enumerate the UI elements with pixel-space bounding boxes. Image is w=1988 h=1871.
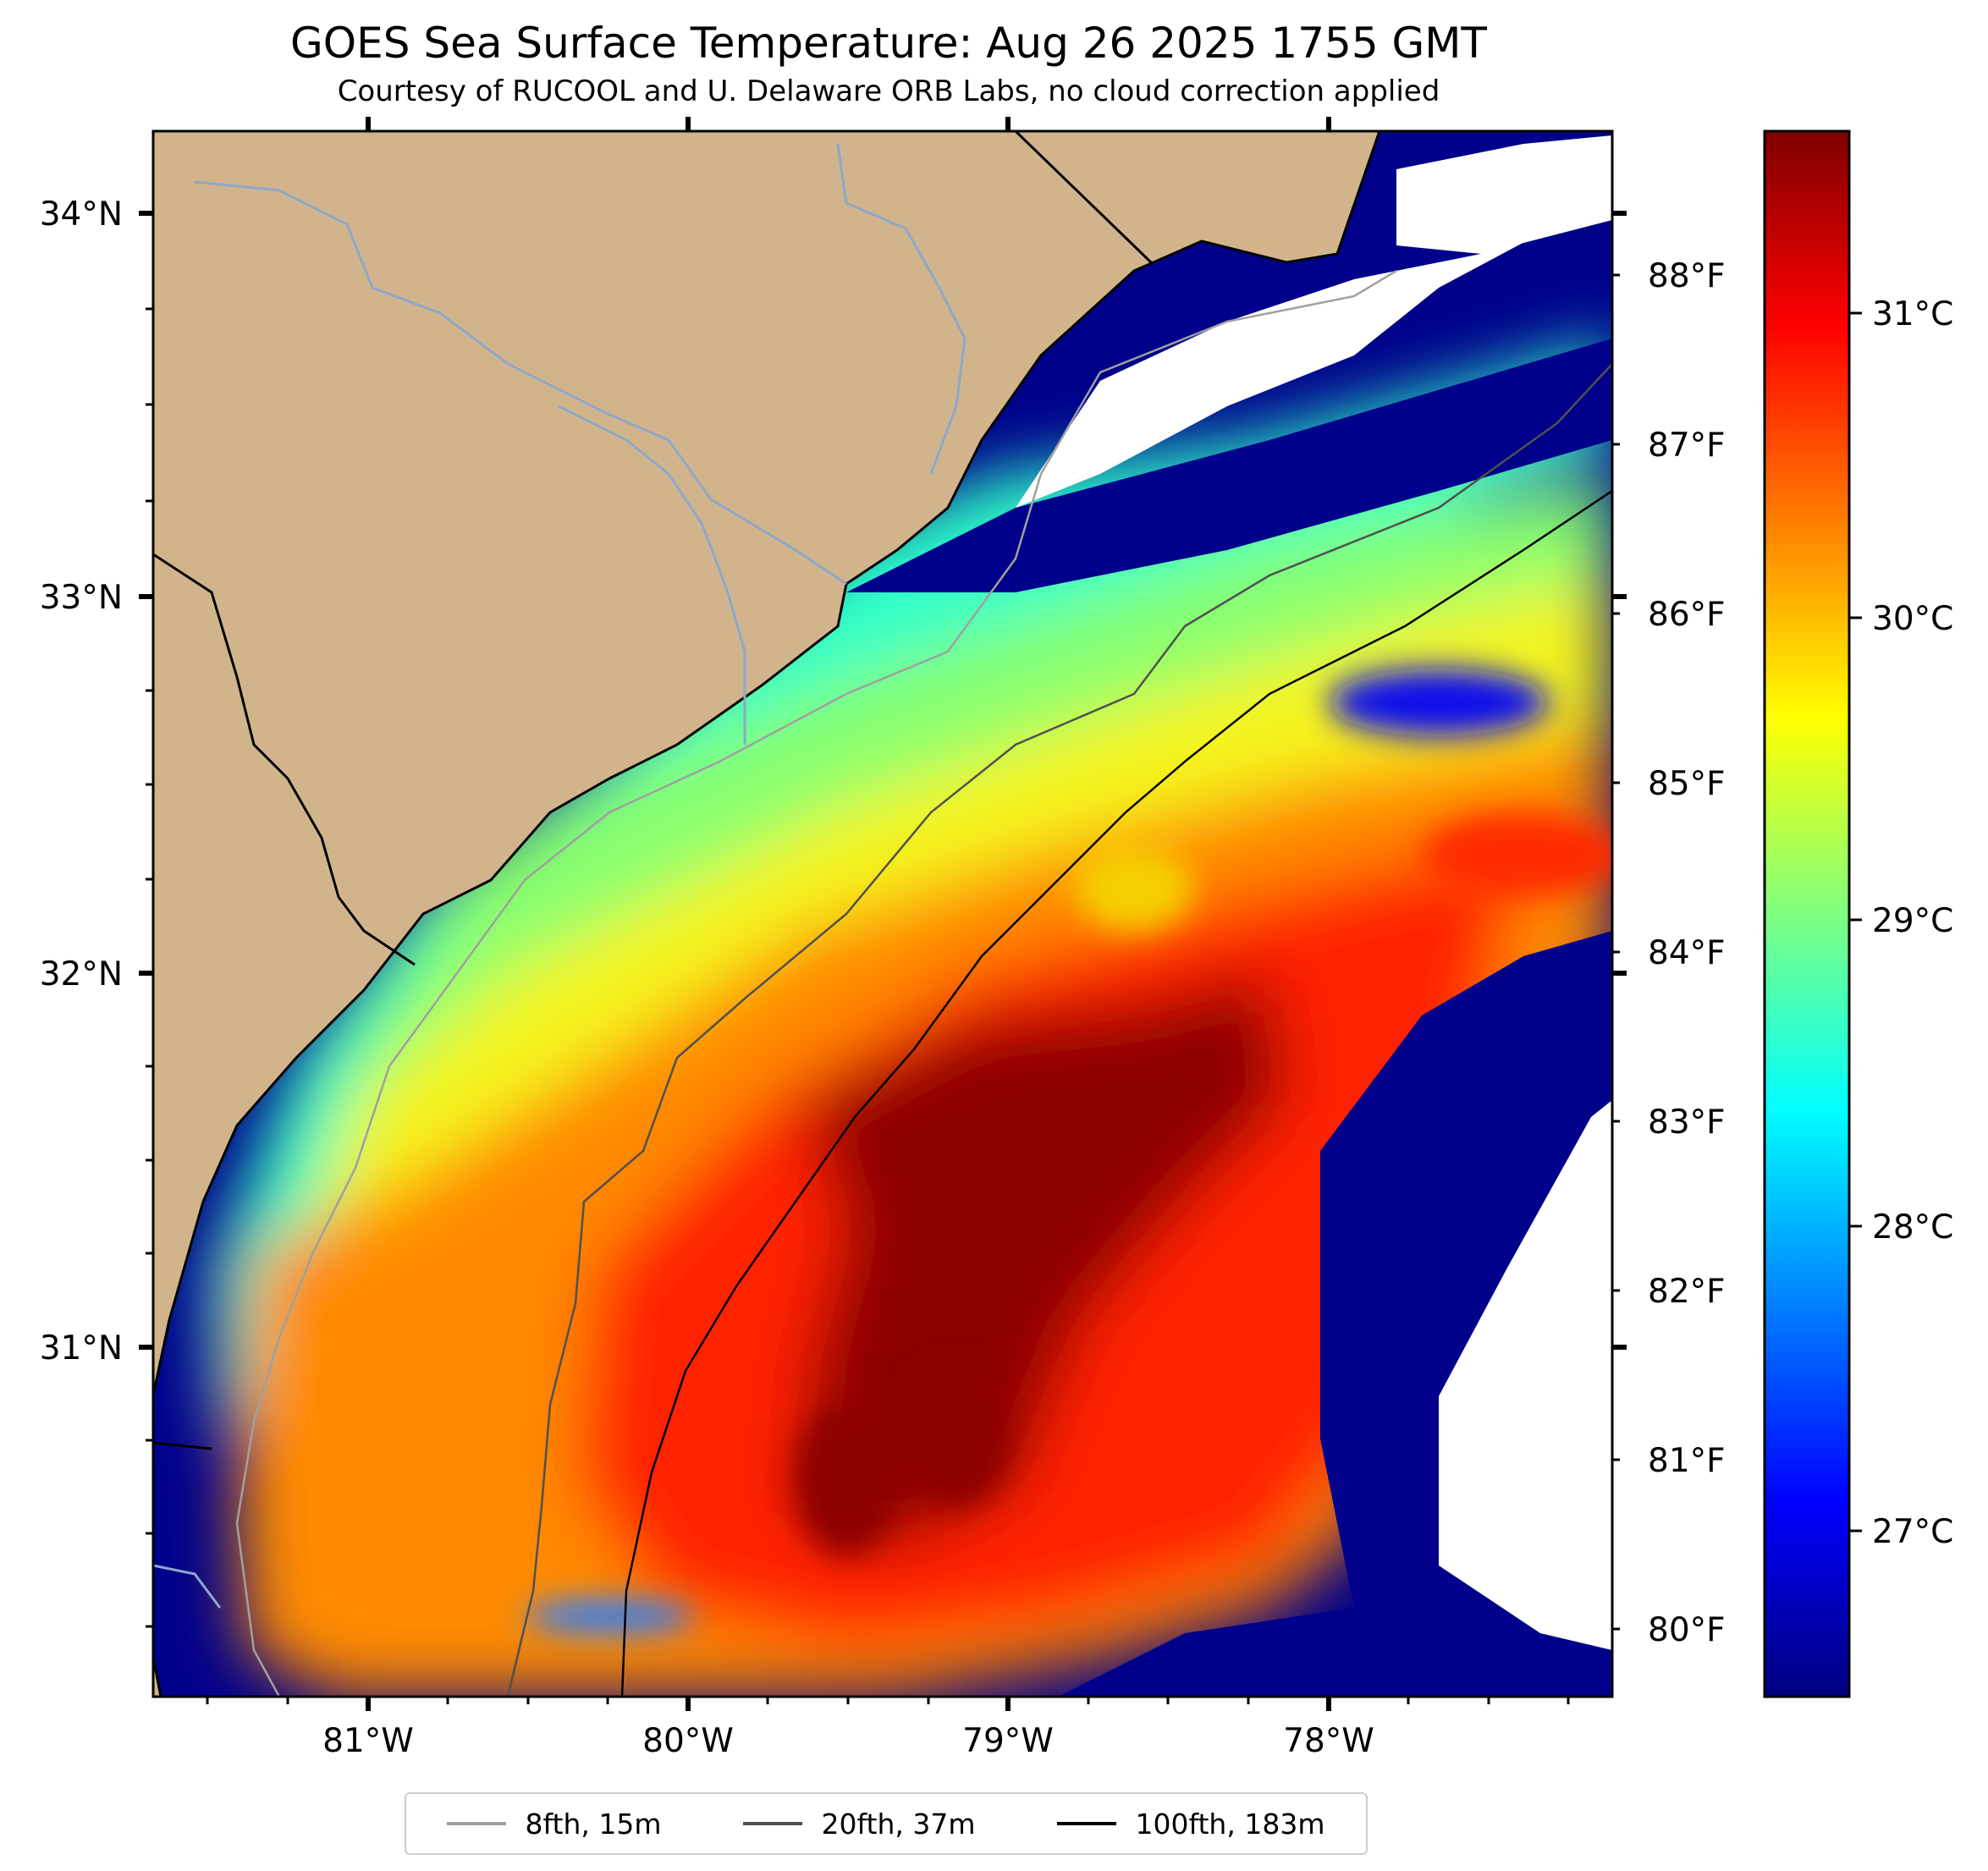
sst-blue-patch-b [525,1599,694,1633]
colorbar-label: 27°C [1872,1513,1953,1551]
cloud-mask-northeast [1396,135,1612,254]
river-d [153,1564,222,1609]
cloud-mask-north [1016,220,1566,508]
sst-orange-warm-eddy [1075,846,1193,931]
lon-label: 81°W [322,1722,414,1760]
lat-label: 32°N [40,955,123,993]
fahrenheit-label: 81°F [1648,1442,1726,1480]
map-subtitle: Courtesy of RUCOOL and U. Delaware ORB L… [337,74,1440,108]
colorbar-label: 30°C [1872,600,1953,638]
legend-label: 20fth, 37m [821,1807,976,1841]
lat-label: 34°N [40,195,123,234]
isobath-legend: 8fth, 15m 20fth, 37m 100fth, 183m [405,1792,1368,1855]
fahrenheit-label: 86°F [1648,596,1726,634]
colorbar-ticks [1849,311,1862,1533]
isobath-20fth [506,363,1612,1697]
sst-detail [525,669,1612,1633]
fahrenheit-label: 87°F [1648,426,1726,465]
map-title: GOES Sea Surface Temperature: Aug 26 202… [290,19,1487,68]
legend-swatch [447,1822,507,1825]
river-c [836,143,966,475]
legend-item-20fth: 20fth, 37m [743,1808,975,1841]
sst-red-east [1422,812,1612,897]
lon-label: 78°W [1283,1722,1374,1760]
sst-dark-red-spot-b [906,1371,1007,1506]
lon-label: 79°W [962,1722,1054,1760]
colorbar-label: 28°C [1872,1208,1953,1246]
fahrenheit-label: 85°F [1648,765,1726,803]
major-ticks [139,117,1627,1711]
isobath-8fth [235,269,1397,1697]
colorbar [1763,129,1851,1698]
land-area [153,131,1381,1697]
legend-item-8fth: 8fth, 15m [447,1807,662,1841]
fahrenheit-label: 83°F [1648,1103,1726,1142]
minor-ticks [146,273,1620,1704]
isobath-100fth [620,489,1612,1697]
legend-swatch [1057,1822,1117,1825]
fahrenheit-label: 82°F [1648,1273,1726,1311]
legend-label: 8fth, 15m [525,1807,662,1841]
cold-water-northeast [846,338,1612,592]
plot-frame [151,129,1614,1698]
fahrenheit-label: 84°F [1648,934,1726,972]
lat-label: 31°N [40,1329,123,1367]
state-boundary-north [1014,131,1153,264]
legend-label: 100fth, 183m [1135,1807,1325,1841]
rivers [153,143,966,1609]
lat-label: 33°N [40,579,123,617]
sst-blue-patch-a [1329,669,1549,736]
colorbar-label: 29°C [1872,902,1953,940]
fahrenheit-label: 80°F [1648,1611,1726,1649]
legend-swatch [743,1822,803,1825]
map-plot-area [153,131,1612,1697]
river-b [558,404,746,745]
cold-water-south [1058,1608,1612,1697]
colorbar-label: 31°C [1872,295,1953,333]
state-boundary-south [153,1441,212,1450]
sst-dark-red-spot-a [796,1405,897,1557]
fahrenheit-label: 88°F [1648,257,1726,295]
lon-label: 80°W [642,1722,734,1760]
river-a [194,180,847,586]
legend-item-100fth: 100fth, 183m [1057,1808,1324,1841]
cloud-mask-east [1439,1100,1612,1650]
state-boundary [153,553,416,966]
